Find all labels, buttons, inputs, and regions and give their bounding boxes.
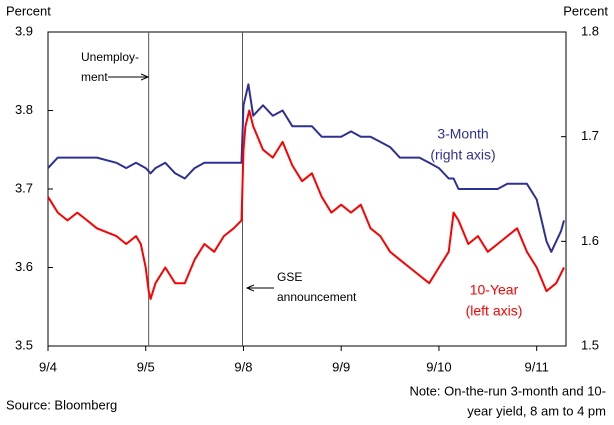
y-tick-label: 3.8 — [15, 102, 33, 117]
y-tick-label: 3.9 — [15, 23, 33, 38]
series-axis-note: (left axis) — [466, 303, 523, 319]
source: Source: Bloomberg — [6, 397, 117, 412]
series-line — [47, 83, 565, 253]
x-tick-label: 9/11 — [525, 359, 549, 374]
x-tick-label: 9/8 — [234, 359, 252, 374]
y-tick-label: 3.7 — [15, 180, 33, 195]
annotation: Unemploy- — [81, 50, 139, 64]
y-tick-label: 3.6 — [15, 259, 33, 274]
y2-axis-label: Percent — [563, 3, 608, 18]
y2-tick-label: 1.6 — [581, 233, 599, 248]
note: year yield, 8 am to 4 pm — [467, 403, 606, 418]
x-tick-label: 9/10 — [426, 359, 451, 374]
x-tick-label: 9/9 — [332, 359, 350, 374]
x-tick-label: 9/5 — [137, 359, 155, 374]
note: Note: On-the-run 3-month and 10- — [409, 383, 606, 398]
annotation: ment — [81, 70, 108, 84]
y-axis-label: Percent — [6, 3, 51, 18]
series-axis-note: (right axis) — [430, 147, 495, 163]
annotation: GSE — [277, 270, 302, 284]
series-label: 10-Year — [470, 282, 519, 298]
series-label: 3-Month — [437, 126, 488, 142]
x-tick-label: 9/4 — [39, 359, 57, 374]
y2-tick-label: 1.7 — [581, 128, 599, 143]
annotation: announcement — [277, 290, 357, 304]
series-line — [47, 109, 565, 300]
y-tick-label: 3.5 — [15, 337, 33, 352]
y2-tick-label: 1.5 — [581, 337, 599, 352]
y2-tick-label: 1.8 — [581, 23, 599, 38]
